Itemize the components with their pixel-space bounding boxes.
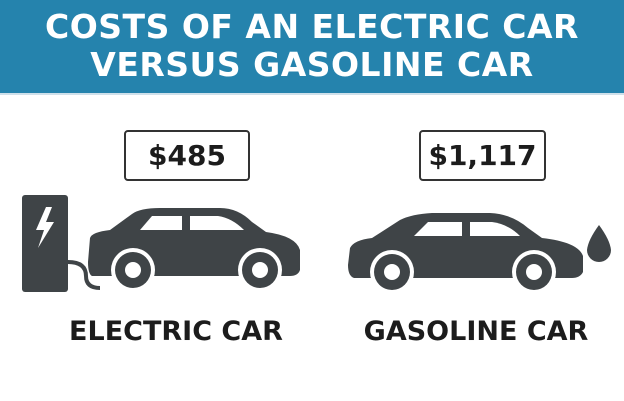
- electric-car-label: ELECTRIC CAR: [69, 316, 283, 347]
- charging-station-icon: [22, 195, 101, 292]
- gasoline-car-icon: [348, 213, 583, 294]
- gasoline-cost-box: $1,117: [419, 130, 546, 181]
- header-banner: COSTS OF AN ELECTRIC CAR VERSUS GASOLINE…: [0, 0, 624, 95]
- title-line-1: COSTS OF AN ELECTRIC CAR: [45, 7, 579, 46]
- title-line-2: VERSUS GASOLINE CAR: [90, 45, 534, 84]
- electric-cost-box: $485: [124, 130, 250, 181]
- gasoline-car-label: GASOLINE CAR: [363, 316, 589, 347]
- page-title: COSTS OF AN ELECTRIC CAR VERSUS GASOLINE…: [0, 8, 624, 84]
- electric-car-icon: [88, 208, 300, 292]
- lightning-bolt-icon: [36, 207, 54, 248]
- fuel-droplet-icon: [587, 225, 611, 262]
